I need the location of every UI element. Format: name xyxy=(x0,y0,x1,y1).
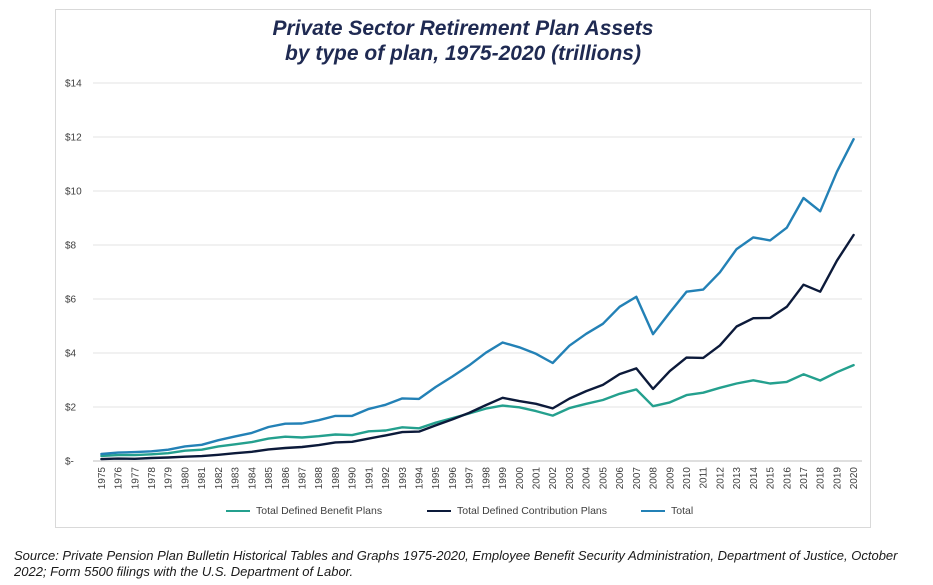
chart-title-line-1: Private Sector Retirement Plan Assets xyxy=(272,17,654,40)
x-tick-label-1976: 1976 xyxy=(114,467,125,490)
legend-swatch-defined-contribution xyxy=(427,510,451,512)
x-tick-label-2020: 2020 xyxy=(849,467,860,490)
x-tick-label-2013: 2013 xyxy=(732,467,743,490)
x-tick-label-1986: 1986 xyxy=(281,467,292,490)
x-tick-label-2000: 2000 xyxy=(515,467,526,490)
legend-swatch-total xyxy=(641,510,665,512)
x-tick-label-2001: 2001 xyxy=(532,467,543,490)
x-tick-label-1984: 1984 xyxy=(247,467,258,490)
y-tick-label-14: $14 xyxy=(65,79,82,90)
x-tick-label-1992: 1992 xyxy=(381,467,392,490)
x-tick-label-2018: 2018 xyxy=(816,467,827,490)
x-tick-label-2003: 2003 xyxy=(565,467,576,490)
legend-swatch-defined-benefit xyxy=(226,510,250,512)
legend-item-total: Total xyxy=(641,503,693,519)
y-tick-label-4: $4 xyxy=(65,349,77,360)
legend-label-defined-benefit: Total Defined Benefit Plans xyxy=(256,505,383,517)
legend: Total Defined Benefit Plans Total Define… xyxy=(55,503,871,519)
x-tick-label-2010: 2010 xyxy=(682,467,693,490)
x-tick-label-1977: 1977 xyxy=(130,467,141,490)
x-tick-label-1999: 1999 xyxy=(498,467,509,490)
y-tick-label-12: $12 xyxy=(65,133,82,144)
x-tick-label-2016: 2016 xyxy=(782,467,793,490)
x-tick-label-2015: 2015 xyxy=(766,467,777,490)
series-line-defined-benefit xyxy=(100,363,855,458)
series-line-defined-contribution xyxy=(100,233,855,461)
series-line-total xyxy=(100,137,855,456)
x-tick-label-1975: 1975 xyxy=(97,467,108,490)
y-tick-label-10: $10 xyxy=(65,187,82,198)
x-tick-label-2006: 2006 xyxy=(615,467,626,490)
x-tick-label-1990: 1990 xyxy=(348,467,359,490)
legend-item-defined-benefit: Total Defined Benefit Plans xyxy=(226,503,382,519)
x-tick-label-1983: 1983 xyxy=(231,467,242,490)
x-tick-label-1979: 1979 xyxy=(164,467,175,490)
chart-frame xyxy=(55,9,871,528)
x-tick-label-1998: 1998 xyxy=(481,467,492,490)
x-tick-label-1989: 1989 xyxy=(331,467,342,490)
x-tick-label-1980: 1980 xyxy=(180,467,191,490)
x-tick-label-1995: 1995 xyxy=(431,467,442,490)
x-tick-label-2004: 2004 xyxy=(582,467,593,490)
x-tick-label-1997: 1997 xyxy=(465,467,476,490)
x-tick-label-2005: 2005 xyxy=(598,467,609,490)
x-tick-label-1991: 1991 xyxy=(364,467,375,490)
legend-label-defined-contribution: Total Defined Contribution Plans xyxy=(457,505,608,517)
x-tick-label-1985: 1985 xyxy=(264,467,275,490)
x-tick-label-2014: 2014 xyxy=(749,467,760,490)
x-tick-label-1987: 1987 xyxy=(297,467,308,490)
x-tick-label-1994: 1994 xyxy=(414,467,425,490)
source-note: Source: Private Pension Plan Bulletin Hi… xyxy=(14,548,898,579)
x-tick-label-2002: 2002 xyxy=(548,467,559,490)
x-tick-label-2017: 2017 xyxy=(799,467,810,490)
x-tick-label-1978: 1978 xyxy=(147,467,158,490)
x-tick-label-1981: 1981 xyxy=(197,467,208,490)
y-tick-label-0: $- xyxy=(65,457,74,468)
x-tick-label-2019: 2019 xyxy=(832,467,843,490)
x-tick-label-1988: 1988 xyxy=(314,467,325,490)
legend-item-defined-contribution: Total Defined Contribution Plans xyxy=(427,503,607,519)
x-tick-label-2008: 2008 xyxy=(649,467,660,490)
x-tick-label-1982: 1982 xyxy=(214,467,225,490)
legend-label-total: Total xyxy=(671,505,694,517)
x-tick-label-2007: 2007 xyxy=(632,467,643,490)
y-tick-label-8: $8 xyxy=(65,241,77,252)
x-tick-label-2012: 2012 xyxy=(715,467,726,490)
y-tick-label-2: $2 xyxy=(65,403,77,414)
chart-title-line-2: by type of plan, 1975-2020 (trillions) xyxy=(285,42,641,65)
x-tick-label-2009: 2009 xyxy=(665,467,676,490)
x-tick-label-2011: 2011 xyxy=(699,467,710,489)
chart-title: Private Sector Retirement Plan Assets by… xyxy=(55,16,871,66)
x-tick-label-1996: 1996 xyxy=(448,467,459,490)
x-tick-label-1993: 1993 xyxy=(398,467,409,490)
y-tick-label-6: $6 xyxy=(65,295,77,306)
